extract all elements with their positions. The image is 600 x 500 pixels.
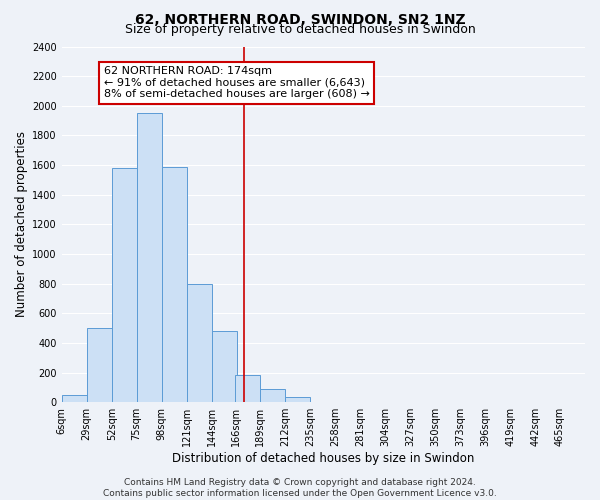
Bar	[260, 389, 286, 402]
Text: Contains HM Land Registry data © Crown copyright and database right 2024.
Contai: Contains HM Land Registry data © Crown c…	[103, 478, 497, 498]
Bar	[62, 395, 87, 402]
X-axis label: Distribution of detached houses by size in Swindon: Distribution of detached houses by size …	[172, 452, 475, 465]
Bar	[187, 284, 212, 402]
Text: 62 NORTHERN ROAD: 174sqm
← 91% of detached houses are smaller (6,643)
8% of semi: 62 NORTHERN ROAD: 174sqm ← 91% of detach…	[104, 66, 370, 100]
Bar	[161, 166, 187, 402]
Bar	[112, 168, 137, 402]
Y-axis label: Number of detached properties: Number of detached properties	[15, 132, 28, 318]
Bar	[87, 328, 112, 402]
Bar	[235, 375, 260, 402]
Bar	[286, 397, 310, 402]
Text: 62, NORTHERN ROAD, SWINDON, SN2 1NZ: 62, NORTHERN ROAD, SWINDON, SN2 1NZ	[134, 12, 466, 26]
Bar	[212, 331, 236, 402]
Bar	[137, 113, 161, 402]
Text: Size of property relative to detached houses in Swindon: Size of property relative to detached ho…	[125, 22, 475, 36]
